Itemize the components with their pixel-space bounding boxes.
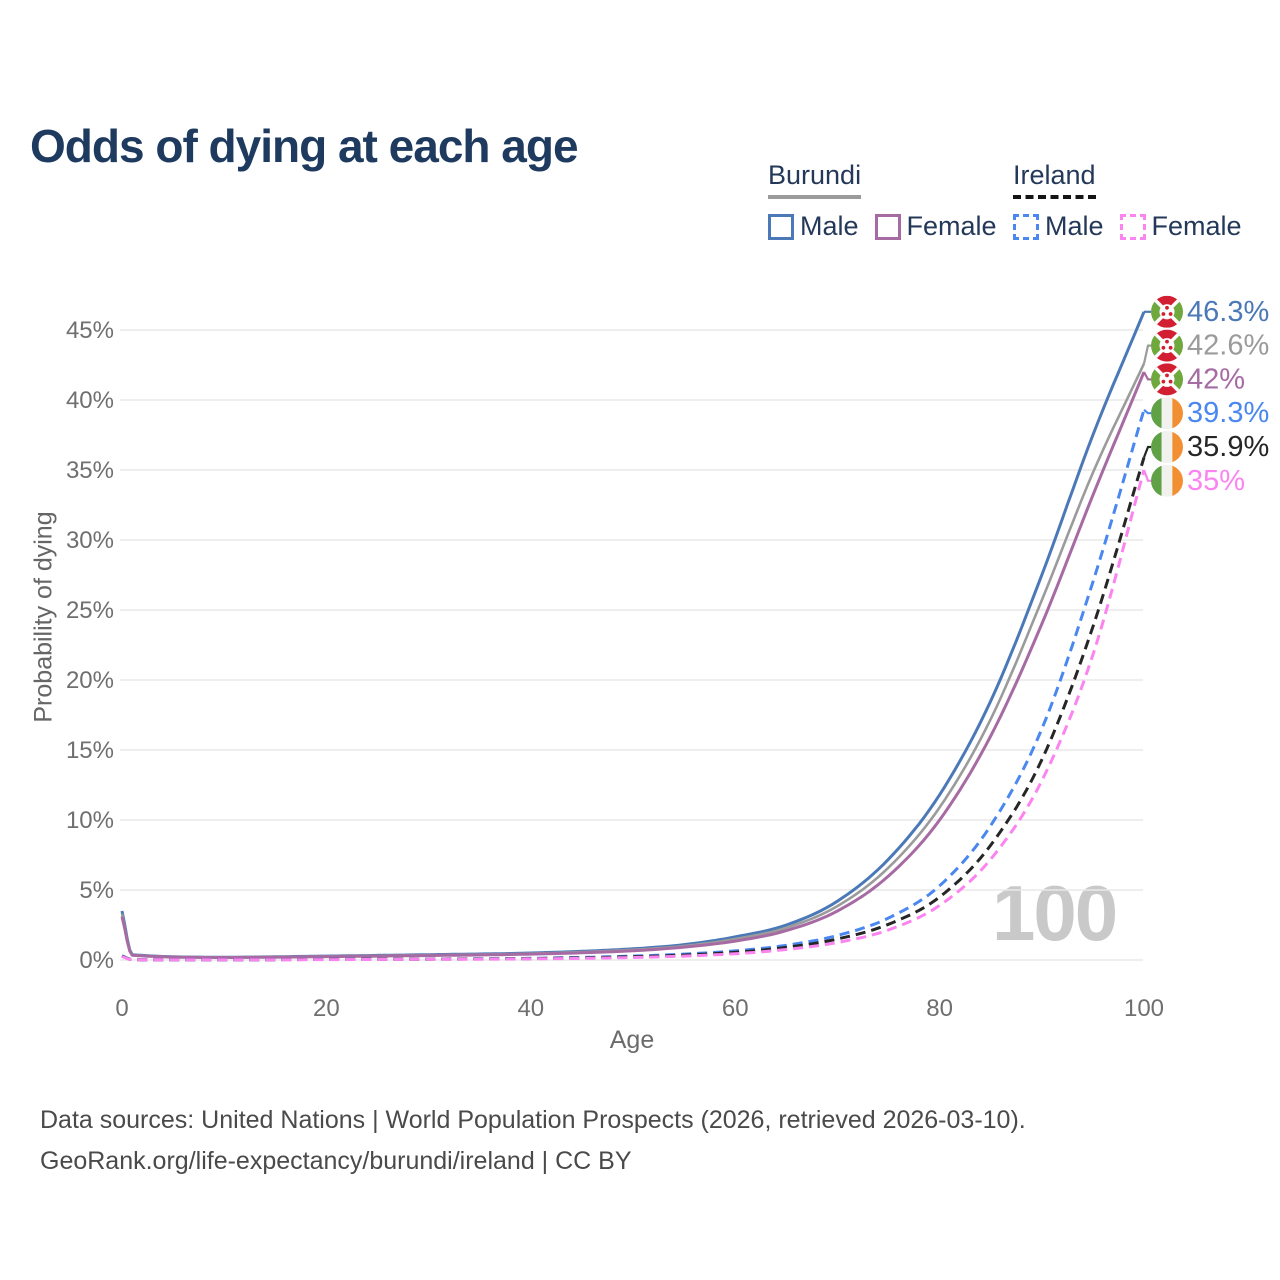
- footer-attribution: GeoRank.org/life-expectancy/burundi/irel…: [40, 1147, 632, 1175]
- series-line-burundi-female[interactable]: [120, 371, 1146, 959]
- legend-header-burundi: Burundi: [768, 160, 862, 199]
- legend-swatch-burundi-male[interactable]: [768, 213, 794, 240]
- end-value-label-ireland: 35.9%: [1187, 431, 1269, 463]
- ireland-flag-icon: [1151, 464, 1183, 497]
- age-watermark: 100: [992, 869, 1118, 957]
- y-tick-label-20%: 20%: [66, 667, 114, 694]
- legend-item-ireland-female[interactable]: Female: [1119, 211, 1242, 242]
- legend: Burundi Male Female Ireland Male Female: [0, 160, 1280, 250]
- legend-item-burundi-male[interactable]: Male: [768, 211, 859, 242]
- end-value-label-burundi-female: 42%: [1187, 363, 1245, 395]
- y-tick-label-15%: 15%: [66, 737, 114, 764]
- y-tick-label-25%: 25%: [66, 597, 114, 624]
- leader-line-burundi-female: [1143, 371, 1151, 381]
- footer-sources: Data sources: United Nations | World Pop…: [40, 1106, 1026, 1134]
- x-tick-label-60: 60: [722, 995, 749, 1022]
- end-value-label-ireland-female: 35%: [1187, 465, 1245, 497]
- y-axis-title: Probability of dying: [29, 511, 58, 723]
- leader-line-ireland-female: [1142, 469, 1151, 482]
- series-line-burundi-male[interactable]: [120, 311, 1146, 959]
- legend-item-burundi-female[interactable]: Female: [874, 211, 997, 242]
- y-tick-label-40%: 40%: [66, 387, 114, 414]
- page-title: Odds of dying at each age: [30, 119, 579, 172]
- legend-label-ireland-male: Male: [1045, 211, 1104, 241]
- series-line-ireland-female[interactable]: [121, 469, 1146, 962]
- series-line-ireland[interactable]: [121, 456, 1146, 962]
- ireland-flag-icon: [1151, 431, 1183, 463]
- footer: Data sources: United Nations | World Pop…: [40, 1100, 1026, 1182]
- series-line-ireland-male[interactable]: [121, 409, 1146, 962]
- y-tick-label-10%: 10%: [66, 807, 114, 834]
- x-axis-title: Age: [609, 1026, 655, 1054]
- leader-line-ireland-male: [1143, 408, 1151, 415]
- burundi-flag-icon: [1151, 295, 1183, 328]
- x-tick-label-0: 0: [115, 995, 128, 1022]
- legend-group-burundi: Burundi Male Female: [768, 160, 997, 242]
- y-tick-label-30%: 30%: [66, 527, 114, 554]
- series-line-burundi[interactable]: [120, 363, 1146, 959]
- legend-swatch-ireland-male[interactable]: [1013, 213, 1039, 240]
- y-tick-label-45%: 45%: [66, 317, 114, 344]
- y-tick-label-0%: 0%: [79, 947, 114, 974]
- end-value-label-burundi-male: 46.3%: [1187, 296, 1269, 328]
- burundi-flag-icon: [1151, 363, 1183, 396]
- legend-swatch-ireland-female[interactable]: [1119, 213, 1146, 240]
- legend-swatch-burundi-female[interactable]: [874, 213, 901, 240]
- legend-label-ireland-female: Female: [1151, 211, 1242, 241]
- x-tick-label-80: 80: [926, 995, 953, 1022]
- legend-group-ireland: Ireland Male Female: [1013, 160, 1242, 242]
- y-tick-label-5%: 5%: [79, 877, 114, 904]
- burundi-flag-icon: [1151, 329, 1183, 362]
- legend-label-burundi-male: Male: [800, 211, 859, 241]
- end-value-label-burundi: 42.6%: [1187, 330, 1269, 362]
- x-tick-label-100: 100: [1124, 995, 1164, 1022]
- x-tick-label-40: 40: [517, 995, 544, 1022]
- legend-item-ireland-male[interactable]: Male: [1013, 211, 1104, 242]
- legend-header-ireland: Ireland: [1013, 160, 1096, 199]
- leader-line-burundi: [1142, 344, 1151, 364]
- y-tick-label-35%: 35%: [66, 457, 114, 484]
- x-tick-label-20: 20: [313, 995, 340, 1022]
- leader-line-ireland: [1142, 445, 1151, 458]
- end-value-label-ireland-male: 39.3%: [1187, 397, 1269, 429]
- ireland-flag-icon: [1151, 397, 1183, 430]
- legend-label-burundi-female: Female: [906, 211, 997, 241]
